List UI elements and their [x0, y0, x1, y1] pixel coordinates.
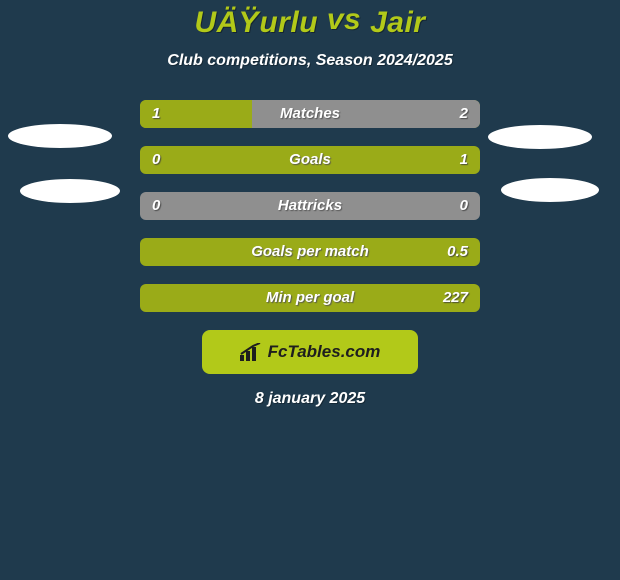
stat-row: 00Hattricks [140, 192, 480, 220]
stat-label: Matches [140, 100, 480, 128]
date: 8 january 2025 [0, 390, 620, 408]
ellipse-left-bottom [20, 179, 120, 203]
brand-box: FcTables.com [202, 330, 418, 374]
ellipse-left-top [8, 124, 112, 148]
title-player-right: Jair [370, 6, 425, 39]
subtitle: Club competitions, Season 2024/2025 [0, 52, 620, 70]
title-vs: vs [327, 3, 361, 36]
stat-row: 01Goals [140, 146, 480, 174]
stat-row: 0.5Goals per match [140, 238, 480, 266]
page-title: UÄŸurlu vs Jair [0, 6, 620, 40]
ellipse-right-bottom [501, 178, 599, 202]
stat-label: Goals per match [140, 238, 480, 266]
ellipse-right-top [488, 125, 592, 149]
stage: UÄŸurlu vs Jair Club competitions, Seaso… [0, 0, 620, 580]
stat-label: Hattricks [140, 192, 480, 220]
bars-icon [240, 343, 262, 361]
title-player-left: UÄŸurlu [195, 6, 319, 39]
stat-row: 12Matches [140, 100, 480, 128]
stat-label: Min per goal [140, 284, 480, 312]
stat-row: 227Min per goal [140, 284, 480, 312]
brand-text: FcTables.com [268, 342, 381, 362]
stat-label: Goals [140, 146, 480, 174]
